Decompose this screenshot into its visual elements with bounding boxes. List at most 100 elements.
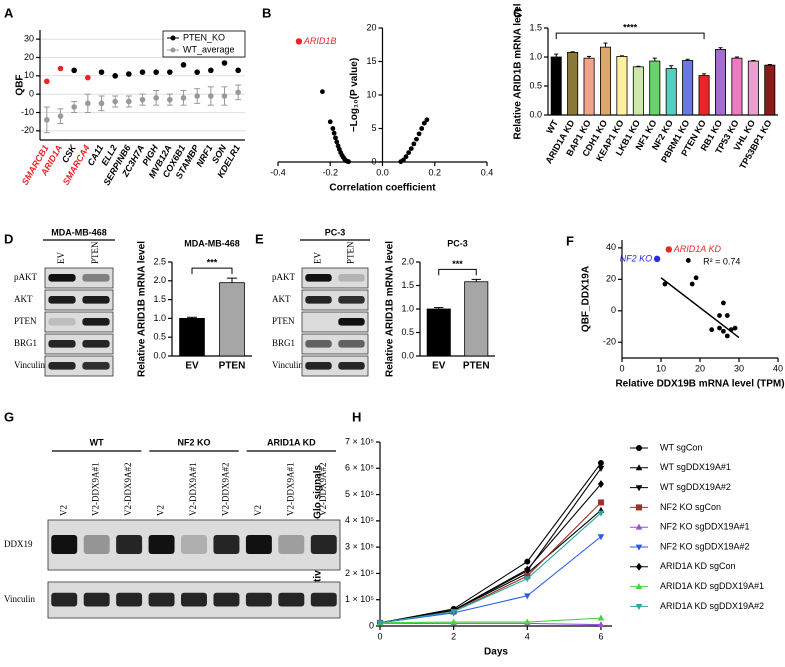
- marker: [636, 504, 642, 511]
- scatter-point: [403, 154, 409, 160]
- dot: [44, 78, 50, 85]
- fit-line: [660, 277, 740, 339]
- y-tick-label: 2.0: [401, 256, 414, 266]
- scatter-point: [421, 120, 427, 126]
- blot-strip: [44, 311, 114, 333]
- significance-label: ***: [452, 259, 463, 269]
- y-tick-label: 2 × 10⁵: [345, 568, 374, 578]
- dot: [167, 69, 173, 75]
- legend-label: ARID1A KD sgDDX19A#2: [660, 601, 764, 611]
- lane-label: EV: [56, 252, 66, 264]
- marker: [597, 621, 605, 628]
- blot-strip: [301, 311, 369, 333]
- scatter-point: [334, 139, 340, 145]
- series-line: [379, 512, 602, 624]
- blot-band: [181, 592, 207, 607]
- blot-band: [82, 274, 110, 282]
- blot-strip: [44, 333, 114, 355]
- lane-label: V2-DDX9A#2: [123, 463, 133, 517]
- row-label: Vinculin: [4, 594, 35, 604]
- blot-strip: [44, 267, 114, 289]
- scatter-point: [721, 328, 726, 334]
- blot-group-label: NF2 KO: [177, 437, 210, 447]
- blot-group-label: ARID1A KD: [267, 437, 316, 447]
- blot-band: [305, 340, 332, 348]
- y-tick-label: 7 × 10⁵: [345, 436, 374, 446]
- blot-band: [48, 318, 76, 326]
- legend-marker: [170, 35, 176, 41]
- chart-title: PC-3: [447, 238, 468, 248]
- lane-label: V2-DDX9A#1: [188, 463, 198, 517]
- y-tick-label: 0.0: [529, 109, 542, 119]
- dot: [98, 69, 105, 75]
- y-tick-label: -10: [21, 107, 34, 117]
- blot-strip: [301, 355, 369, 377]
- marker: [450, 618, 457, 625]
- y-axis-label: Relative ARID1B mRNA level: [385, 241, 396, 377]
- y-tick-label: 0: [369, 620, 374, 630]
- y-tick-label: 0: [29, 89, 34, 99]
- panel-label: F: [566, 233, 574, 248]
- scatter-point: [709, 327, 715, 333]
- x-tick-label: 0.0: [376, 167, 389, 177]
- blot-band: [213, 535, 240, 554]
- scatter-point: [333, 135, 338, 141]
- x-tick-label: 2: [451, 631, 456, 641]
- blot-title: MDA-MB-468: [51, 227, 107, 237]
- row-label: pAKT: [14, 272, 37, 282]
- dot: [126, 98, 132, 105]
- blot-band: [48, 340, 76, 348]
- blot-band: [338, 296, 365, 304]
- row-label: AKT: [272, 294, 291, 304]
- marker: [524, 573, 531, 580]
- blot-band: [305, 274, 332, 282]
- y-tick-label: 1 × 10⁵: [345, 594, 374, 604]
- blot-band: [116, 535, 143, 554]
- scatter-point: [408, 146, 414, 152]
- lane-label: V2-DDX9A#1: [285, 463, 295, 517]
- marker: [635, 485, 643, 492]
- row-label: AKT: [14, 294, 33, 304]
- marker: [376, 620, 384, 627]
- blot-band: [338, 318, 365, 326]
- bar: [426, 308, 451, 357]
- y-axis-label: Relative ARID1B mRNA level: [513, 3, 524, 139]
- y-tick-label: 0.5: [153, 332, 166, 342]
- dot: [139, 96, 146, 103]
- legend-label: NF2 KO sgDDX19A#1: [660, 522, 750, 532]
- bar: [550, 56, 562, 116]
- x-tick-label: WT: [544, 118, 560, 136]
- bar: [179, 317, 205, 357]
- marker: [524, 618, 531, 625]
- bar: [632, 66, 644, 116]
- blot-group-label: WT: [90, 437, 104, 447]
- blot-strip: [301, 289, 369, 311]
- blot-band: [305, 296, 332, 304]
- marker: [450, 609, 457, 616]
- scatter-point: [732, 325, 738, 331]
- marker: [597, 480, 604, 488]
- x-tick-label: PTEN: [219, 361, 246, 372]
- y-tick-label: 1.0: [153, 313, 166, 323]
- scatter-point: [331, 130, 337, 136]
- legend-label: PTEN_KO: [183, 32, 225, 42]
- scatter-point: [330, 126, 336, 131]
- significance-label: ****: [623, 22, 638, 32]
- blot-band: [245, 535, 272, 554]
- x-tick-label: 4: [525, 631, 530, 641]
- bar: [665, 68, 677, 116]
- y-tick-label: 0.5: [529, 80, 542, 90]
- legend-box: [162, 30, 246, 58]
- dot: [57, 65, 64, 72]
- bar: [715, 49, 726, 116]
- marker: [635, 583, 643, 589]
- scatter-point: [724, 313, 730, 318]
- series-line: [379, 462, 602, 624]
- bar: [583, 57, 595, 116]
- scatter-point: [416, 131, 422, 137]
- bar: [464, 281, 489, 357]
- dot: [208, 93, 214, 99]
- dot: [71, 67, 77, 74]
- panel-label: C: [513, 5, 523, 20]
